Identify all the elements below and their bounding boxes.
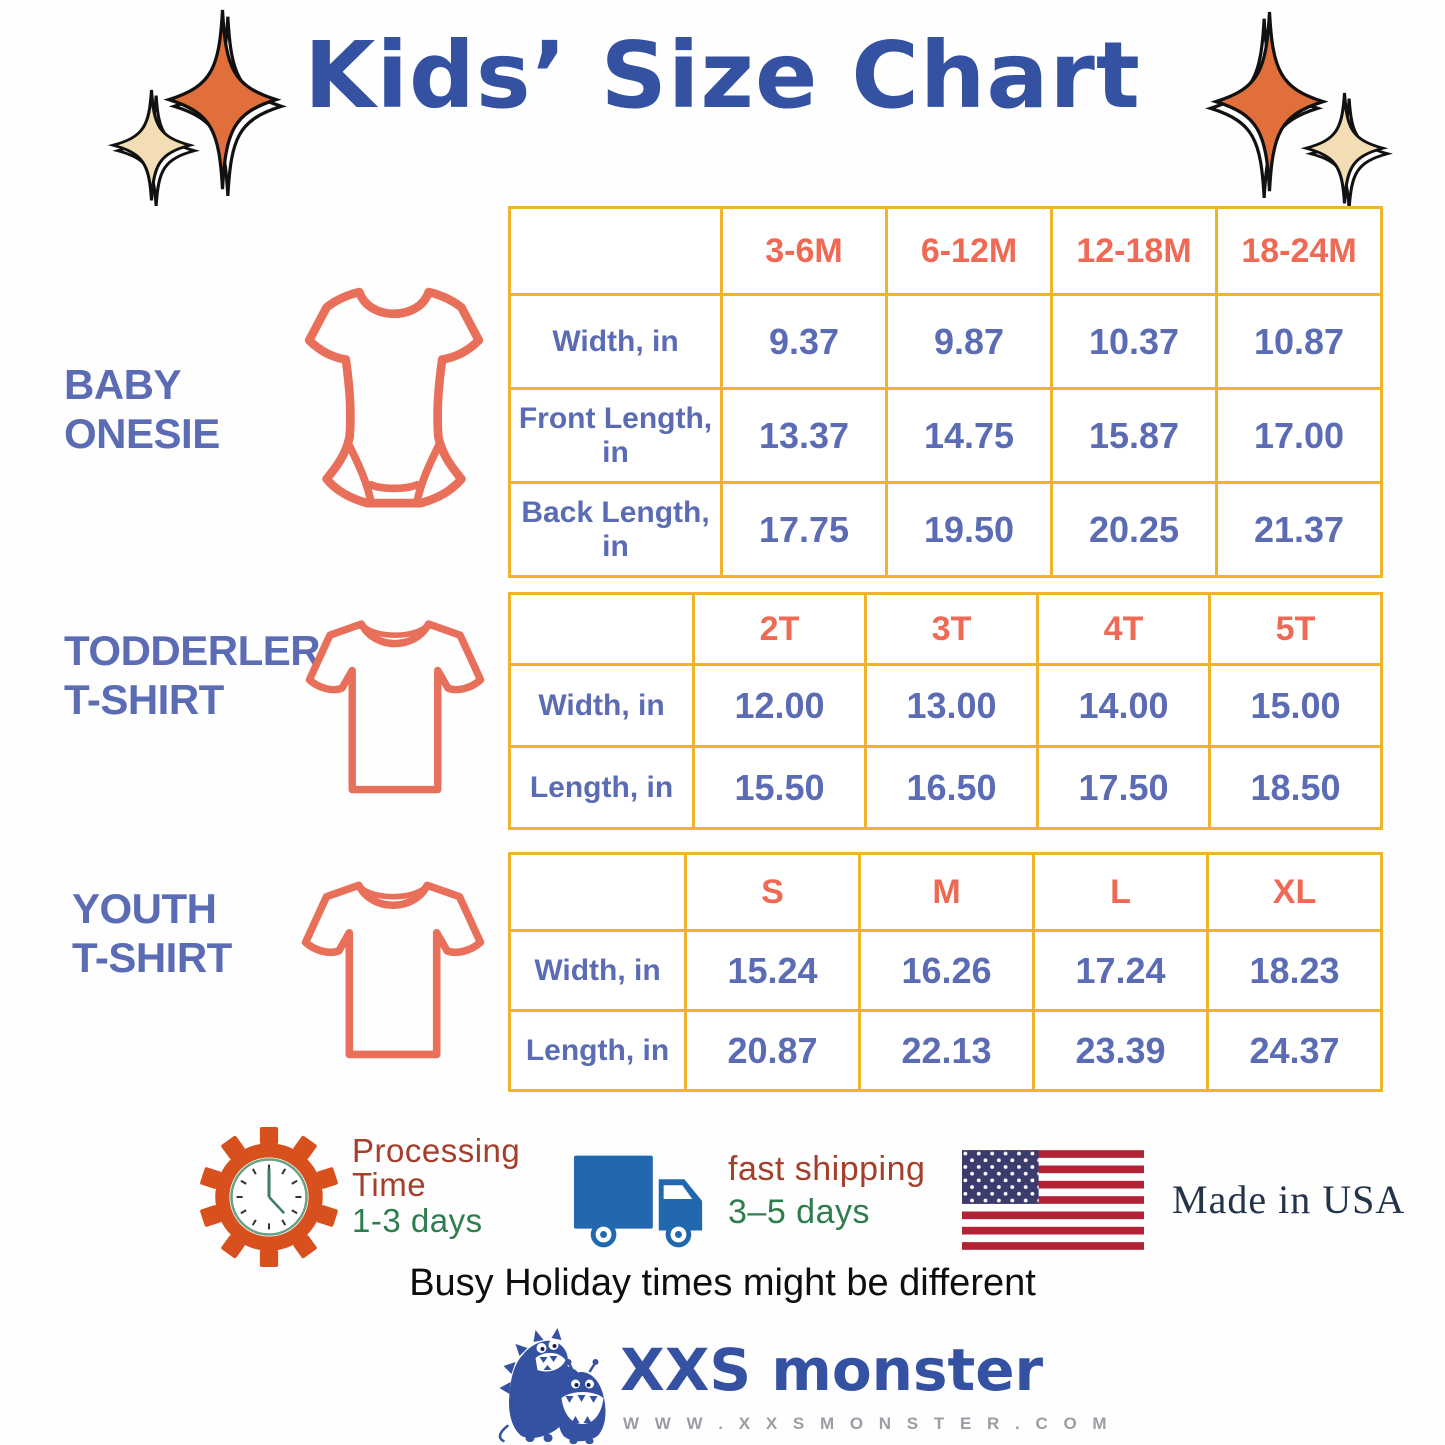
size-value: 14.00 [1036,663,1211,748]
size-value: 22.13 [858,1009,1035,1092]
usa-flag-icon [962,1150,1144,1250]
measure-row-label: Width, in [508,663,695,748]
size-col-header: 6-12M [885,206,1053,296]
size-value: 13.37 [720,387,888,484]
processing-line: Time [352,1165,427,1203]
section-label-line: T-SHIRT [64,676,224,724]
size-col-header: XL [1206,852,1383,932]
section-label-line: YOUTH [72,885,217,932]
processing-days: 1-3 days [352,1202,483,1240]
table-row: Front Length, in 13.37 14.75 15.87 17.00 [508,387,1383,484]
section-label-baby-onesie: BABY ONESIE [64,360,220,458]
size-value: 24.37 [1206,1009,1383,1092]
size-value: 17.24 [1032,929,1209,1012]
size-value: 10.37 [1050,293,1218,390]
size-col-header: 12-18M [1050,206,1218,296]
size-value: 12.00 [692,663,867,748]
table-row: Width, in 12.00 13.00 14.00 15.00 [508,663,1383,748]
section-label-youth-tshirt: YOUTH T-SHIRT [72,884,232,982]
table-row: Length, in 15.50 16.50 17.50 18.50 [508,745,1383,830]
table-row: Length, in 20.87 22.13 23.39 24.37 [508,1009,1383,1092]
toddler-tshirt-icon [305,620,485,794]
measure-row-label: Width, in [508,929,687,1012]
sparkle-icon [107,9,287,206]
size-value: 18.23 [1206,929,1383,1012]
size-value: 17.75 [720,481,888,578]
shipping-label: fast shipping [728,1150,926,1188]
size-col-header: M [858,852,1035,932]
delivery-truck-icon [573,1155,703,1248]
size-col-header: 3-6M [720,206,888,296]
processing-line: Processing [352,1132,521,1169]
size-value: 15.24 [684,929,861,1012]
section-label-toddler-tshirt: TODDERLER T-SHIRT [64,626,321,724]
brand-name: XXS monster [620,1336,1044,1404]
page-title: Kids’ Size Chart [304,22,1141,129]
size-value: 20.25 [1050,481,1218,578]
toddler-tshirt-size-table: 2T 3T 4T 5T Width, in 12.00 13.00 14.00 … [508,592,1383,830]
brand-website: W W W . X X S M O N S T E R . C O M [623,1414,1113,1433]
size-value: 18.50 [1208,745,1383,830]
size-value: 21.37 [1215,481,1383,578]
processing-time-text: Processing Time 1-3 days [352,1134,520,1238]
table-header-row: 2T 3T 4T 5T [508,592,1383,666]
size-value: 13.00 [864,663,1039,748]
gear-clock-icon [200,1127,338,1267]
size-col-header: S [684,852,861,932]
youth-tshirt-size-table: S M L XL Width, in 15.24 16.26 17.24 18.… [508,852,1383,1092]
measure-row-label: Back Length, in [508,481,723,578]
table-header-row: 3-6M 6-12M 12-18M 18-24M [508,206,1383,296]
size-value: 15.87 [1050,387,1218,484]
size-col-header: 5T [1208,592,1383,666]
monster-mascots-icon [498,1328,606,1444]
table-corner-cell [508,592,695,666]
size-col-header: 3T [864,592,1039,666]
size-col-header: L [1032,852,1209,932]
section-label-line: T-SHIRT [72,934,232,982]
shipping-days: 3–5 days [728,1192,870,1231]
table-corner-cell [508,852,687,932]
size-col-header: 4T [1036,592,1211,666]
section-label-line: TODDERLER [64,627,321,674]
size-value: 10.87 [1215,293,1383,390]
size-value: 9.87 [885,293,1053,390]
baby-onesie-icon [304,287,484,508]
made-in-usa-text: Made in USA [1172,1177,1406,1222]
measure-row-label: Width, in [508,293,723,390]
table-row: Back Length, in 17.75 19.50 20.25 21.37 [508,481,1383,578]
sparkle-icon [1205,11,1393,209]
youth-tshirt-icon [301,881,485,1059]
size-value: 19.50 [885,481,1053,578]
section-label-line: BABY [64,361,182,408]
table-corner-cell [508,206,723,296]
size-value: 23.39 [1032,1009,1209,1092]
measure-row-label: Front Length, in [508,387,723,484]
size-col-header: 2T [692,592,867,666]
size-value: 14.75 [885,387,1053,484]
size-value: 16.50 [864,745,1039,830]
size-value: 16.26 [858,929,1035,1012]
section-label-line: ONESIE [64,410,220,458]
table-header-row: S M L XL [508,852,1383,932]
size-value: 17.00 [1215,387,1383,484]
baby-onesie-size-table: 3-6M 6-12M 12-18M 18-24M Width, in 9.37 … [508,206,1383,578]
size-value: 9.37 [720,293,888,390]
size-value: 17.50 [1036,745,1211,830]
measure-row-label: Length, in [508,745,695,830]
size-col-header: 18-24M [1215,206,1383,296]
size-value: 15.50 [692,745,867,830]
fast-shipping-text: fast shipping 3–5 days [728,1148,925,1233]
table-row: Width, in 15.24 16.26 17.24 18.23 [508,929,1383,1012]
measure-row-label: Length, in [508,1009,687,1092]
holiday-notice-text: Busy Holiday times might be different [409,1262,1036,1304]
size-value: 20.87 [684,1009,861,1092]
size-value: 15.00 [1208,663,1383,748]
table-row: Width, in 9.37 9.87 10.37 10.87 [508,293,1383,390]
